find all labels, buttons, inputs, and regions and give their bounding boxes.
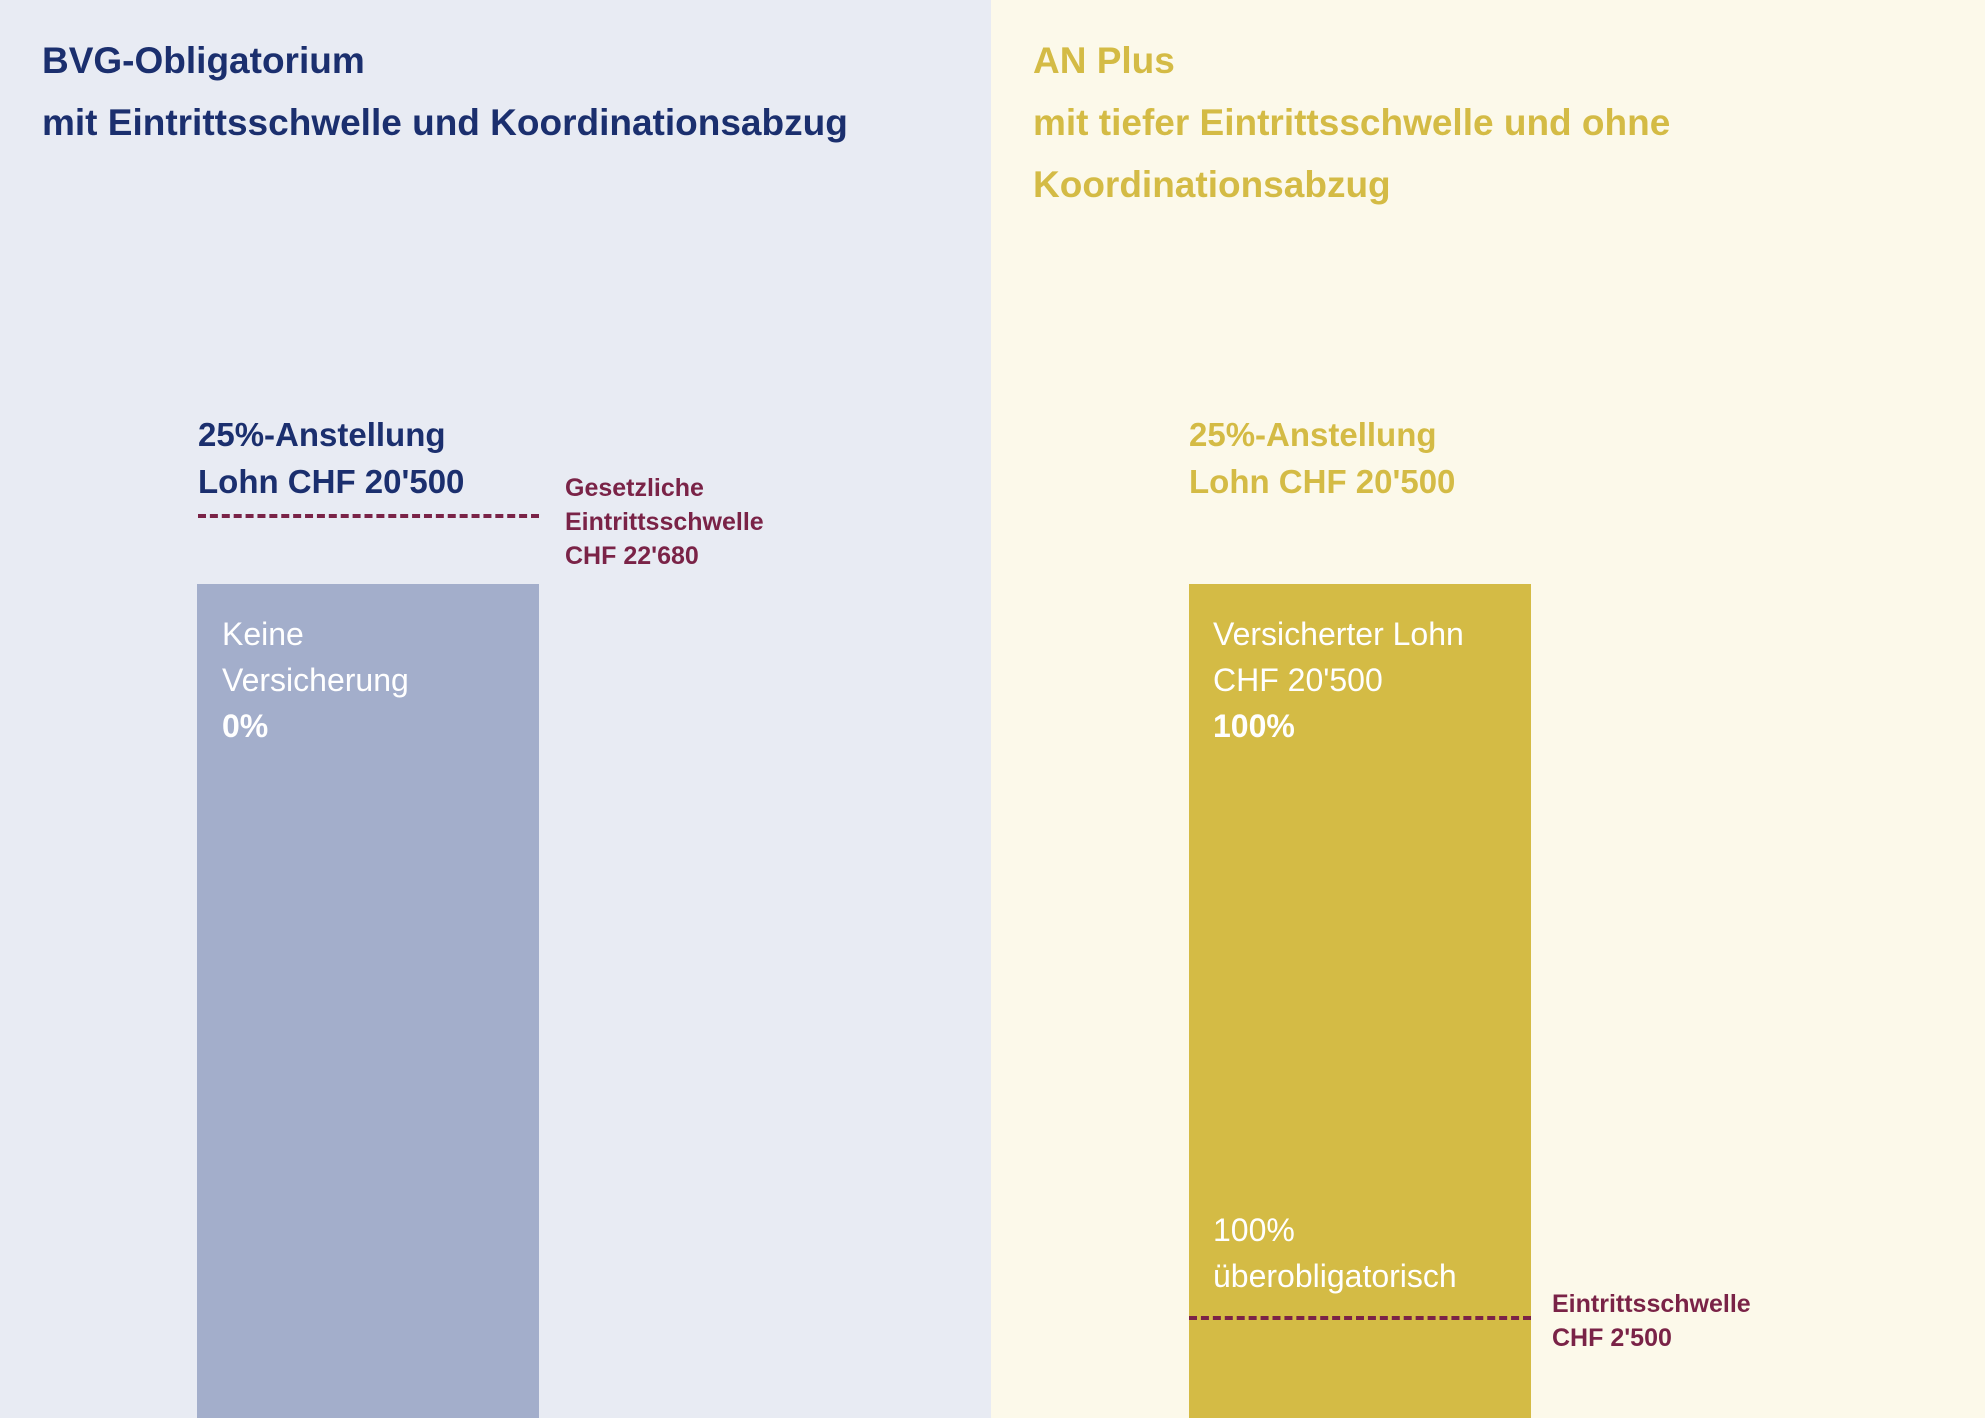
title-line: mit Eintrittsschwelle und Koordinationsa… xyxy=(42,102,848,143)
left-panel: BVG-Obligatorium mit Eintrittsschwelle u… xyxy=(0,0,991,1418)
bar-header: 25%-Anstellung Lohn CHF 20'500 xyxy=(1189,411,1455,505)
threshold-line xyxy=(1189,1316,1531,1320)
header-line: 25%-Anstellung xyxy=(1189,416,1437,453)
title-line: mit tiefer Eintrittsschwelle und ohne xyxy=(1033,102,1671,143)
header-line: 25%-Anstellung xyxy=(198,416,446,453)
label-line: CHF 22'680 xyxy=(565,542,699,570)
header-line: Lohn CHF 20'500 xyxy=(198,463,465,500)
text-line: CHF 20'500 xyxy=(1213,662,1383,698)
bar-text: Keine Versicherung 0% xyxy=(222,611,409,749)
text-line: überobligatorisch xyxy=(1213,1258,1457,1294)
left-title: BVG-Obligatorium mit Eintrittsschwelle u… xyxy=(42,30,848,154)
bar-percent: 100% xyxy=(1213,708,1295,744)
label-line: Eintrittsschwelle xyxy=(565,508,764,536)
bar-percent: 0% xyxy=(222,708,269,744)
text-line: Versicherter Lohn xyxy=(1213,616,1464,652)
label-line: CHF 2'500 xyxy=(1552,1324,1672,1352)
label-line: Eintrittsschwelle xyxy=(1552,1290,1751,1318)
lower-text: 100% überobligatorisch xyxy=(1213,1207,1457,1299)
bar-text: Versicherter Lohn CHF 20'500 100% xyxy=(1213,611,1464,749)
text-line: Keine xyxy=(222,616,304,652)
threshold-label: Eintrittsschwelle CHF 2'500 xyxy=(1552,1287,1751,1355)
right-panel: AN Plus mit tiefer Eintrittsschwelle und… xyxy=(991,0,1985,1418)
bar-header: 25%-Anstellung Lohn CHF 20'500 xyxy=(198,411,464,505)
label-line: Gesetzliche xyxy=(565,474,704,502)
bar xyxy=(1189,584,1531,1418)
threshold-label: Gesetzliche Eintrittsschwelle CHF 22'680 xyxy=(565,471,764,573)
title-line: Koordinationsabzug xyxy=(1033,164,1391,205)
text-line: 100% xyxy=(1213,1212,1295,1248)
title-line: BVG-Obligatorium xyxy=(42,40,365,81)
title-line: AN Plus xyxy=(1033,40,1175,81)
right-title: AN Plus mit tiefer Eintrittsschwelle und… xyxy=(1033,30,1670,216)
text-line: Versicherung xyxy=(222,662,409,698)
threshold-line xyxy=(198,514,539,518)
header-line: Lohn CHF 20'500 xyxy=(1189,463,1456,500)
bar xyxy=(197,584,539,1418)
